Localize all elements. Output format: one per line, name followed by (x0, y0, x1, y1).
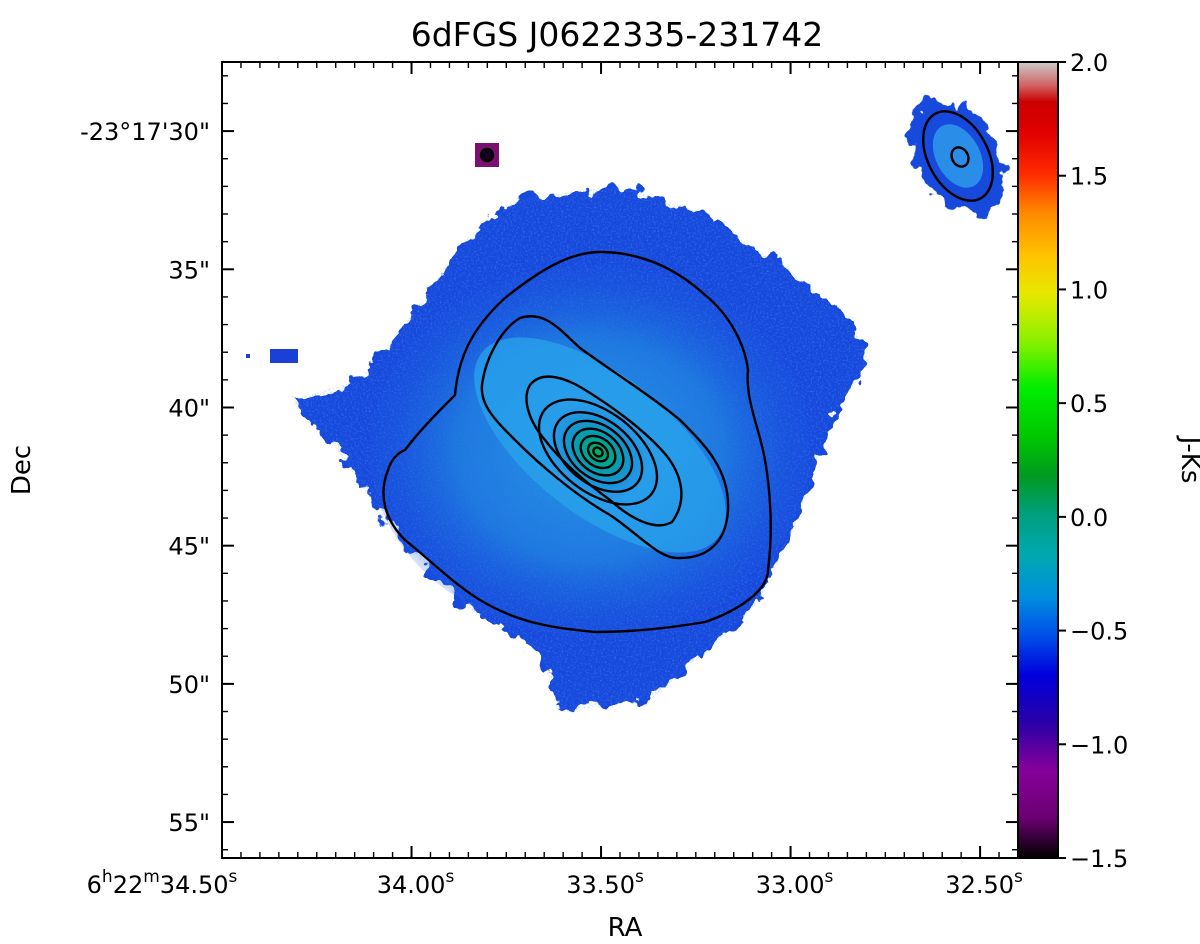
contour-outer (382, 250, 772, 634)
colorbar-ticks: 2.0 1.5 1.0 0.5 0.0 −0.5 −1.0 −1.5 (1058, 49, 1128, 873)
x-tick-label: 6h22m34.50s (87, 867, 238, 899)
x-axis-label: RA (608, 913, 643, 943)
x-tick-label: 32.50s (945, 867, 1023, 899)
contour-8 (579, 434, 617, 470)
y-tick-label: 40" (168, 394, 210, 422)
colorbar-label: J-Ks (1175, 435, 1200, 484)
colorbar-tick-label: −0.5 (1070, 618, 1128, 646)
contour-10 (592, 446, 604, 458)
y-axis-label: Dec (7, 445, 37, 495)
colorbar-tick-label: 1.0 (1070, 276, 1108, 304)
companion-contour-outer (922, 110, 994, 202)
colorbar-tick-label: −1.0 (1070, 731, 1128, 759)
colorbar-tick-label: 2.0 (1070, 49, 1108, 77)
colorbar (1017, 61, 1059, 859)
x-tick-label: 34.00s (377, 867, 455, 899)
contour-4 (537, 398, 659, 506)
compact-contour (479, 147, 495, 163)
colorbar-tick-label: −1.5 (1070, 845, 1128, 873)
y-tick-label: 35" (168, 256, 210, 284)
colorbar-tick-label: 1.5 (1070, 163, 1108, 191)
contour-7 (571, 427, 625, 477)
compact-source-core (482, 150, 492, 160)
contour-5 (552, 411, 644, 493)
plume-pixel (246, 354, 250, 358)
y-tick-label: -23°17'30" (80, 118, 210, 146)
colorbar-tick-label: 0.0 (1070, 504, 1108, 532)
plume-fragment (270, 349, 298, 363)
galaxy-core (547, 404, 649, 500)
companion-core (932, 124, 984, 188)
contour-3 (525, 375, 683, 527)
y-tick-label: 50" (168, 671, 210, 699)
y-tick-labels: -23°17'30" 35" 40" 45" 50" 55" (80, 118, 210, 837)
x-tick-label: 33.00s (756, 867, 834, 899)
contour-9 (586, 441, 610, 463)
contour-2 (480, 315, 730, 560)
y-tick-label: 45" (168, 533, 210, 561)
x-tick-labels: 6h22m34.50s 34.00s 33.50s 33.00s 32.50s (87, 867, 1023, 899)
x-tick-label: 33.50s (566, 867, 644, 899)
image-data (246, 100, 1004, 712)
chart-title: 6dFGS J0622335-231742 (411, 15, 824, 54)
y-tick-label: 55" (168, 809, 210, 837)
colorbar-tick-label: 0.5 (1070, 390, 1108, 418)
contour-6 (562, 419, 634, 485)
contours (382, 110, 994, 634)
companion-contour-inner (950, 146, 970, 168)
